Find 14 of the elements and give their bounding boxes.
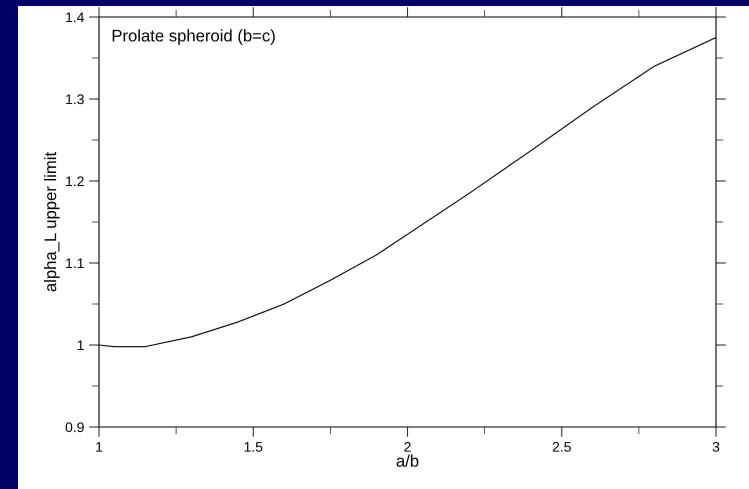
y-tick-label: 1.2 <box>66 176 84 186</box>
x-tick-label: 2 <box>404 442 411 452</box>
x-tick-label: 3 <box>712 442 720 452</box>
x-tick-label: 2.5 <box>552 442 571 452</box>
y-axis-title: alpha_L upper limit <box>44 152 60 292</box>
y-tick-label: 1.1 <box>66 258 84 268</box>
y-tick-label: 1 <box>78 340 84 350</box>
y-tick-label: 1.4 <box>66 12 84 22</box>
annotation: Prolate spheroid (b=c) <box>112 29 275 45</box>
x-axis-title: a/b <box>396 454 418 467</box>
y-tick-label: 1.3 <box>66 94 84 104</box>
y-tick-label: 0.9 <box>66 422 84 432</box>
x-tick-label: 1.5 <box>244 442 262 452</box>
x-tick-label: 1 <box>96 442 102 452</box>
